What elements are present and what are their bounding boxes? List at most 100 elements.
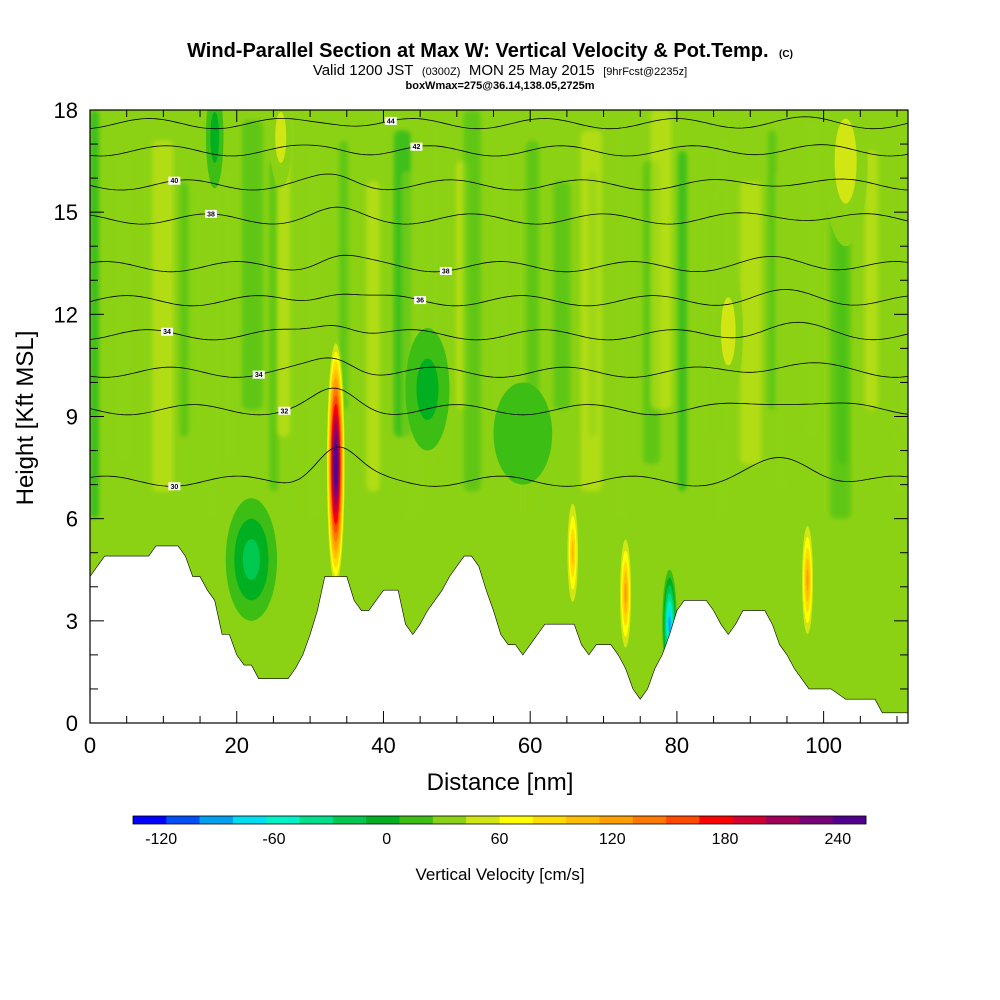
contour-label: 38 <box>442 269 450 276</box>
colorbar-swatch <box>832 816 867 824</box>
colorbar-swatch <box>766 816 800 824</box>
pot-temp-contour <box>90 289 908 307</box>
plot-area: 30 32 34 34 36 38 38 40 42 44 <box>90 110 908 723</box>
velocity-streak <box>463 110 481 492</box>
pot-temp-contour <box>90 387 908 416</box>
velocity-streak <box>740 181 762 465</box>
velocity-cell-ring <box>416 358 439 420</box>
colorbar-swatch <box>532 816 567 824</box>
chart-title: Wind-Parallel Section at Max W: Vertical… <box>187 40 793 62</box>
colorbar-swatch <box>299 816 334 824</box>
colorbar-swatch <box>232 816 267 824</box>
chart-box-info: boxWmax=275@36.14,138.05,2725m <box>406 80 595 92</box>
velocity-streak <box>241 120 263 410</box>
x-tick-label: 40 <box>371 733 395 758</box>
colorbar-tick-label: 180 <box>712 831 739 848</box>
pot-temp-contour <box>90 116 908 130</box>
velocity-streak <box>491 150 513 437</box>
contour-label-bg <box>168 482 181 491</box>
velocity-cell-ring <box>571 540 575 565</box>
velocity-cell-ring <box>210 111 220 163</box>
contour-label-bg <box>439 267 452 276</box>
colorbar-swatch <box>466 816 500 824</box>
contour-label: 34 <box>255 372 263 379</box>
colorbar-swatch <box>666 816 700 824</box>
colorbar-swatch <box>399 816 434 824</box>
y-tick-label: 9 <box>66 405 78 430</box>
contour-label: 32 <box>281 408 289 415</box>
colorbar-swatch <box>699 816 734 824</box>
colorbar-swatch <box>599 816 634 824</box>
velocity-streak <box>767 130 777 410</box>
chart-subtitle: Valid 1200 JST (0300Z) MON 25 May 2015 [… <box>313 62 687 79</box>
pot-temp-contour <box>90 206 908 225</box>
pot-temp-contour <box>90 173 908 191</box>
contour-label-bg <box>252 370 265 379</box>
x-axis-label: Distance [nm] <box>427 769 574 796</box>
velocity-streak <box>802 120 820 437</box>
velocity-streak <box>304 150 322 519</box>
colorbar-swatch <box>499 816 534 824</box>
contour-label-bg <box>205 209 218 218</box>
contour-label: 40 <box>170 178 178 185</box>
colorbar-swatch <box>166 816 200 824</box>
contour-label-bg <box>278 406 291 415</box>
colorbar-swatch <box>799 816 833 824</box>
colorbar-swatch <box>432 816 467 824</box>
contour-label-bg <box>161 327 174 336</box>
y-tick-label: 18 <box>54 98 78 123</box>
contour-label-bg <box>168 176 181 185</box>
velocity-streak <box>775 171 789 492</box>
velocity-cell-ring <box>668 616 671 633</box>
velocity-cell-ring <box>335 455 337 473</box>
contour-label: 30 <box>170 484 178 491</box>
colorbar-tick-label: -60 <box>262 831 285 848</box>
y-tick-label: 15 <box>54 200 78 225</box>
y-axis-label: Height [Kft MSL] <box>12 331 39 506</box>
velocity-streak <box>650 110 672 410</box>
x-tick-label: 0 <box>84 733 96 758</box>
y-tick-label: 3 <box>66 609 78 634</box>
velocity-streak <box>677 150 687 492</box>
velocity-streak <box>117 150 131 465</box>
velocity-cell-ring <box>275 111 287 163</box>
x-tick-label: 20 <box>224 733 248 758</box>
colorbar-tick-label: 240 <box>824 831 851 848</box>
contour-label-bg <box>414 296 427 305</box>
velocity-streak <box>615 120 629 519</box>
x-tick-label: 100 <box>805 733 842 758</box>
contour-label: 34 <box>163 329 171 336</box>
velocity-streak <box>588 171 598 437</box>
colorbar-swatch <box>133 816 167 824</box>
colorbar-tick-label: -120 <box>145 831 177 848</box>
colorbar-tick-label: 60 <box>491 831 509 848</box>
velocity-streak <box>553 181 571 410</box>
velocity-cell-ring <box>834 118 857 204</box>
contour-label: 42 <box>413 144 421 151</box>
velocity-cell-ring <box>720 297 736 366</box>
velocity-cell-ring <box>242 539 260 580</box>
pot-temp-contour <box>90 357 908 378</box>
velocity-streak <box>276 110 290 437</box>
velocity-cell-ring <box>806 569 809 591</box>
pot-temp-contour <box>90 254 908 273</box>
colorbar-swatch <box>632 816 667 824</box>
colorbar-swatch <box>366 816 400 824</box>
colorbar-title: Vertical Velocity [cm/s] <box>415 865 584 884</box>
velocity-cells <box>205 110 868 679</box>
velocity-streak <box>899 140 908 437</box>
velocity-streak <box>152 140 174 492</box>
contour-label: 38 <box>207 211 215 218</box>
y-tick-label: 6 <box>66 507 78 532</box>
pot-temp-contour <box>90 144 908 157</box>
colorbar-tick-label: 120 <box>599 831 626 848</box>
colorbar-swatch <box>566 816 600 824</box>
velocity-streak <box>179 181 189 437</box>
contour-label-bg <box>410 142 423 151</box>
pot-temp-contour <box>90 446 908 487</box>
colorbar: -120 -60 0 60 120 180 240 <box>132 815 867 848</box>
contour-label: 36 <box>416 298 424 305</box>
